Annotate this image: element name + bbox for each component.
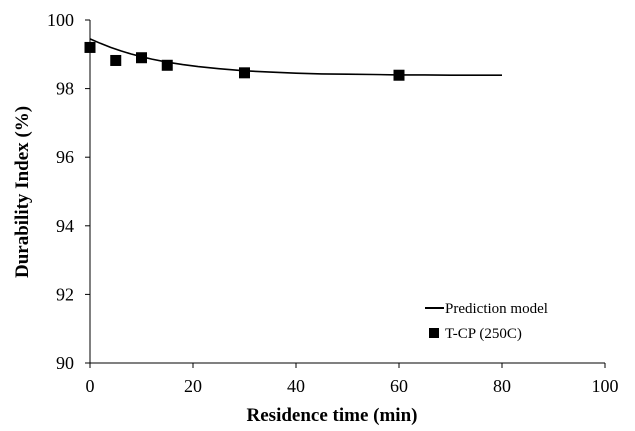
y-tick-label: 100 <box>47 10 74 30</box>
tcp-data-point <box>110 54 122 66</box>
x-tick-label: 40 <box>287 376 305 396</box>
x-tick-label: 0 <box>86 376 95 396</box>
legend-label-tcp: T-CP (250C) <box>445 326 522 342</box>
x-tick-label: 80 <box>493 376 511 396</box>
y-tick-label: 92 <box>56 284 74 304</box>
legend-label-prediction: Prediction model <box>445 301 548 317</box>
tcp-data-point <box>161 59 173 71</box>
x-tick-label: 20 <box>184 376 202 396</box>
legend-square-swatch <box>429 328 439 338</box>
y-tick-label: 98 <box>56 79 74 99</box>
y-axis-title: Durability Index (%) <box>12 106 33 278</box>
legend: Prediction model T-CP (250C) <box>425 301 548 342</box>
plot-area <box>89 20 605 364</box>
y-axis-ticks: 90 92 94 96 98 100 <box>47 10 90 373</box>
series-layer <box>84 38 502 81</box>
y-tick-label: 96 <box>56 147 74 167</box>
prediction-model-line <box>89 38 502 76</box>
x-tick-label: 60 <box>390 376 408 396</box>
x-tick-label: 100 <box>592 376 619 396</box>
tcp-data-point <box>84 41 96 53</box>
y-tick-label: 94 <box>56 216 74 236</box>
x-axis-ticks: 0 20 40 60 80 100 <box>86 363 619 396</box>
y-tick-label: 90 <box>56 353 74 373</box>
tcp-data-point <box>393 69 405 81</box>
tcp-data-point <box>239 67 250 79</box>
tcp-data-point <box>136 52 147 64</box>
x-axis-title: Residence time (min) <box>247 405 418 426</box>
